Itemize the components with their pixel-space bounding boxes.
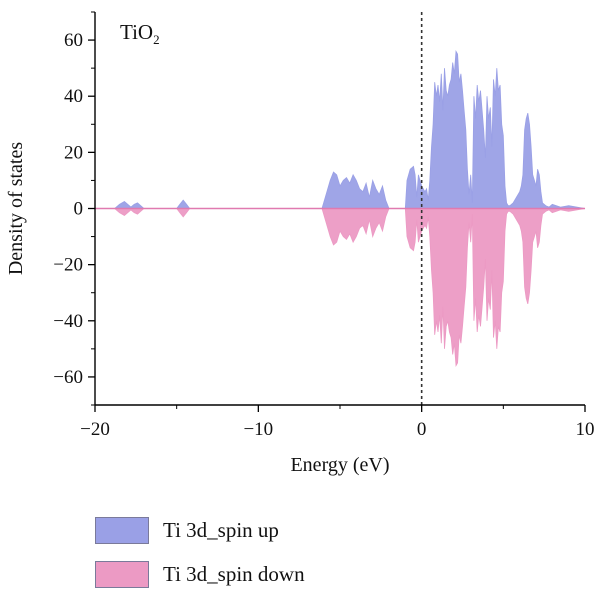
x-tick-label: 10 <box>576 419 595 440</box>
panel-label-main: TiO <box>120 20 154 44</box>
series-area-spin-up <box>95 49 586 209</box>
x-tick-label: 0 <box>417 419 427 440</box>
x-axis-title: Energy (eV) <box>290 454 389 476</box>
legend-label-spin-down: Ti 3d_spin down <box>163 561 305 586</box>
y-tick-label: 0 <box>74 199 84 220</box>
x-tick-label: −10 <box>243 419 273 440</box>
legend: Ti 3d_spin up Ti 3d_spin down <box>95 508 305 596</box>
panel-label: TiO2 <box>120 20 160 48</box>
legend-item-spin-down: Ti 3d_spin down <box>95 552 305 596</box>
series-area-spin-down <box>95 208 586 368</box>
y-tick-label: −40 <box>53 311 83 332</box>
x-tick-label: −20 <box>80 419 110 440</box>
legend-label-spin-up: Ti 3d_spin up <box>163 517 279 542</box>
y-axis-title: Density of states <box>5 142 27 276</box>
y-tick-label: 20 <box>64 142 83 163</box>
y-tick-label: 40 <box>64 86 83 107</box>
y-tick-label: −20 <box>53 255 83 276</box>
legend-item-spin-up: Ti 3d_spin up <box>95 508 305 552</box>
legend-swatch-spin-up <box>95 516 149 544</box>
y-tick-label: 60 <box>64 30 83 51</box>
y-tick-label: −60 <box>53 367 83 388</box>
plot-area: 60 40 20 0 −20 −40 −60 −20 −10 0 10 Energy (eV) Dens… <box>5 11 595 476</box>
legend-swatch-spin-down <box>95 560 149 588</box>
panel-label-sub: 2 <box>153 32 160 47</box>
